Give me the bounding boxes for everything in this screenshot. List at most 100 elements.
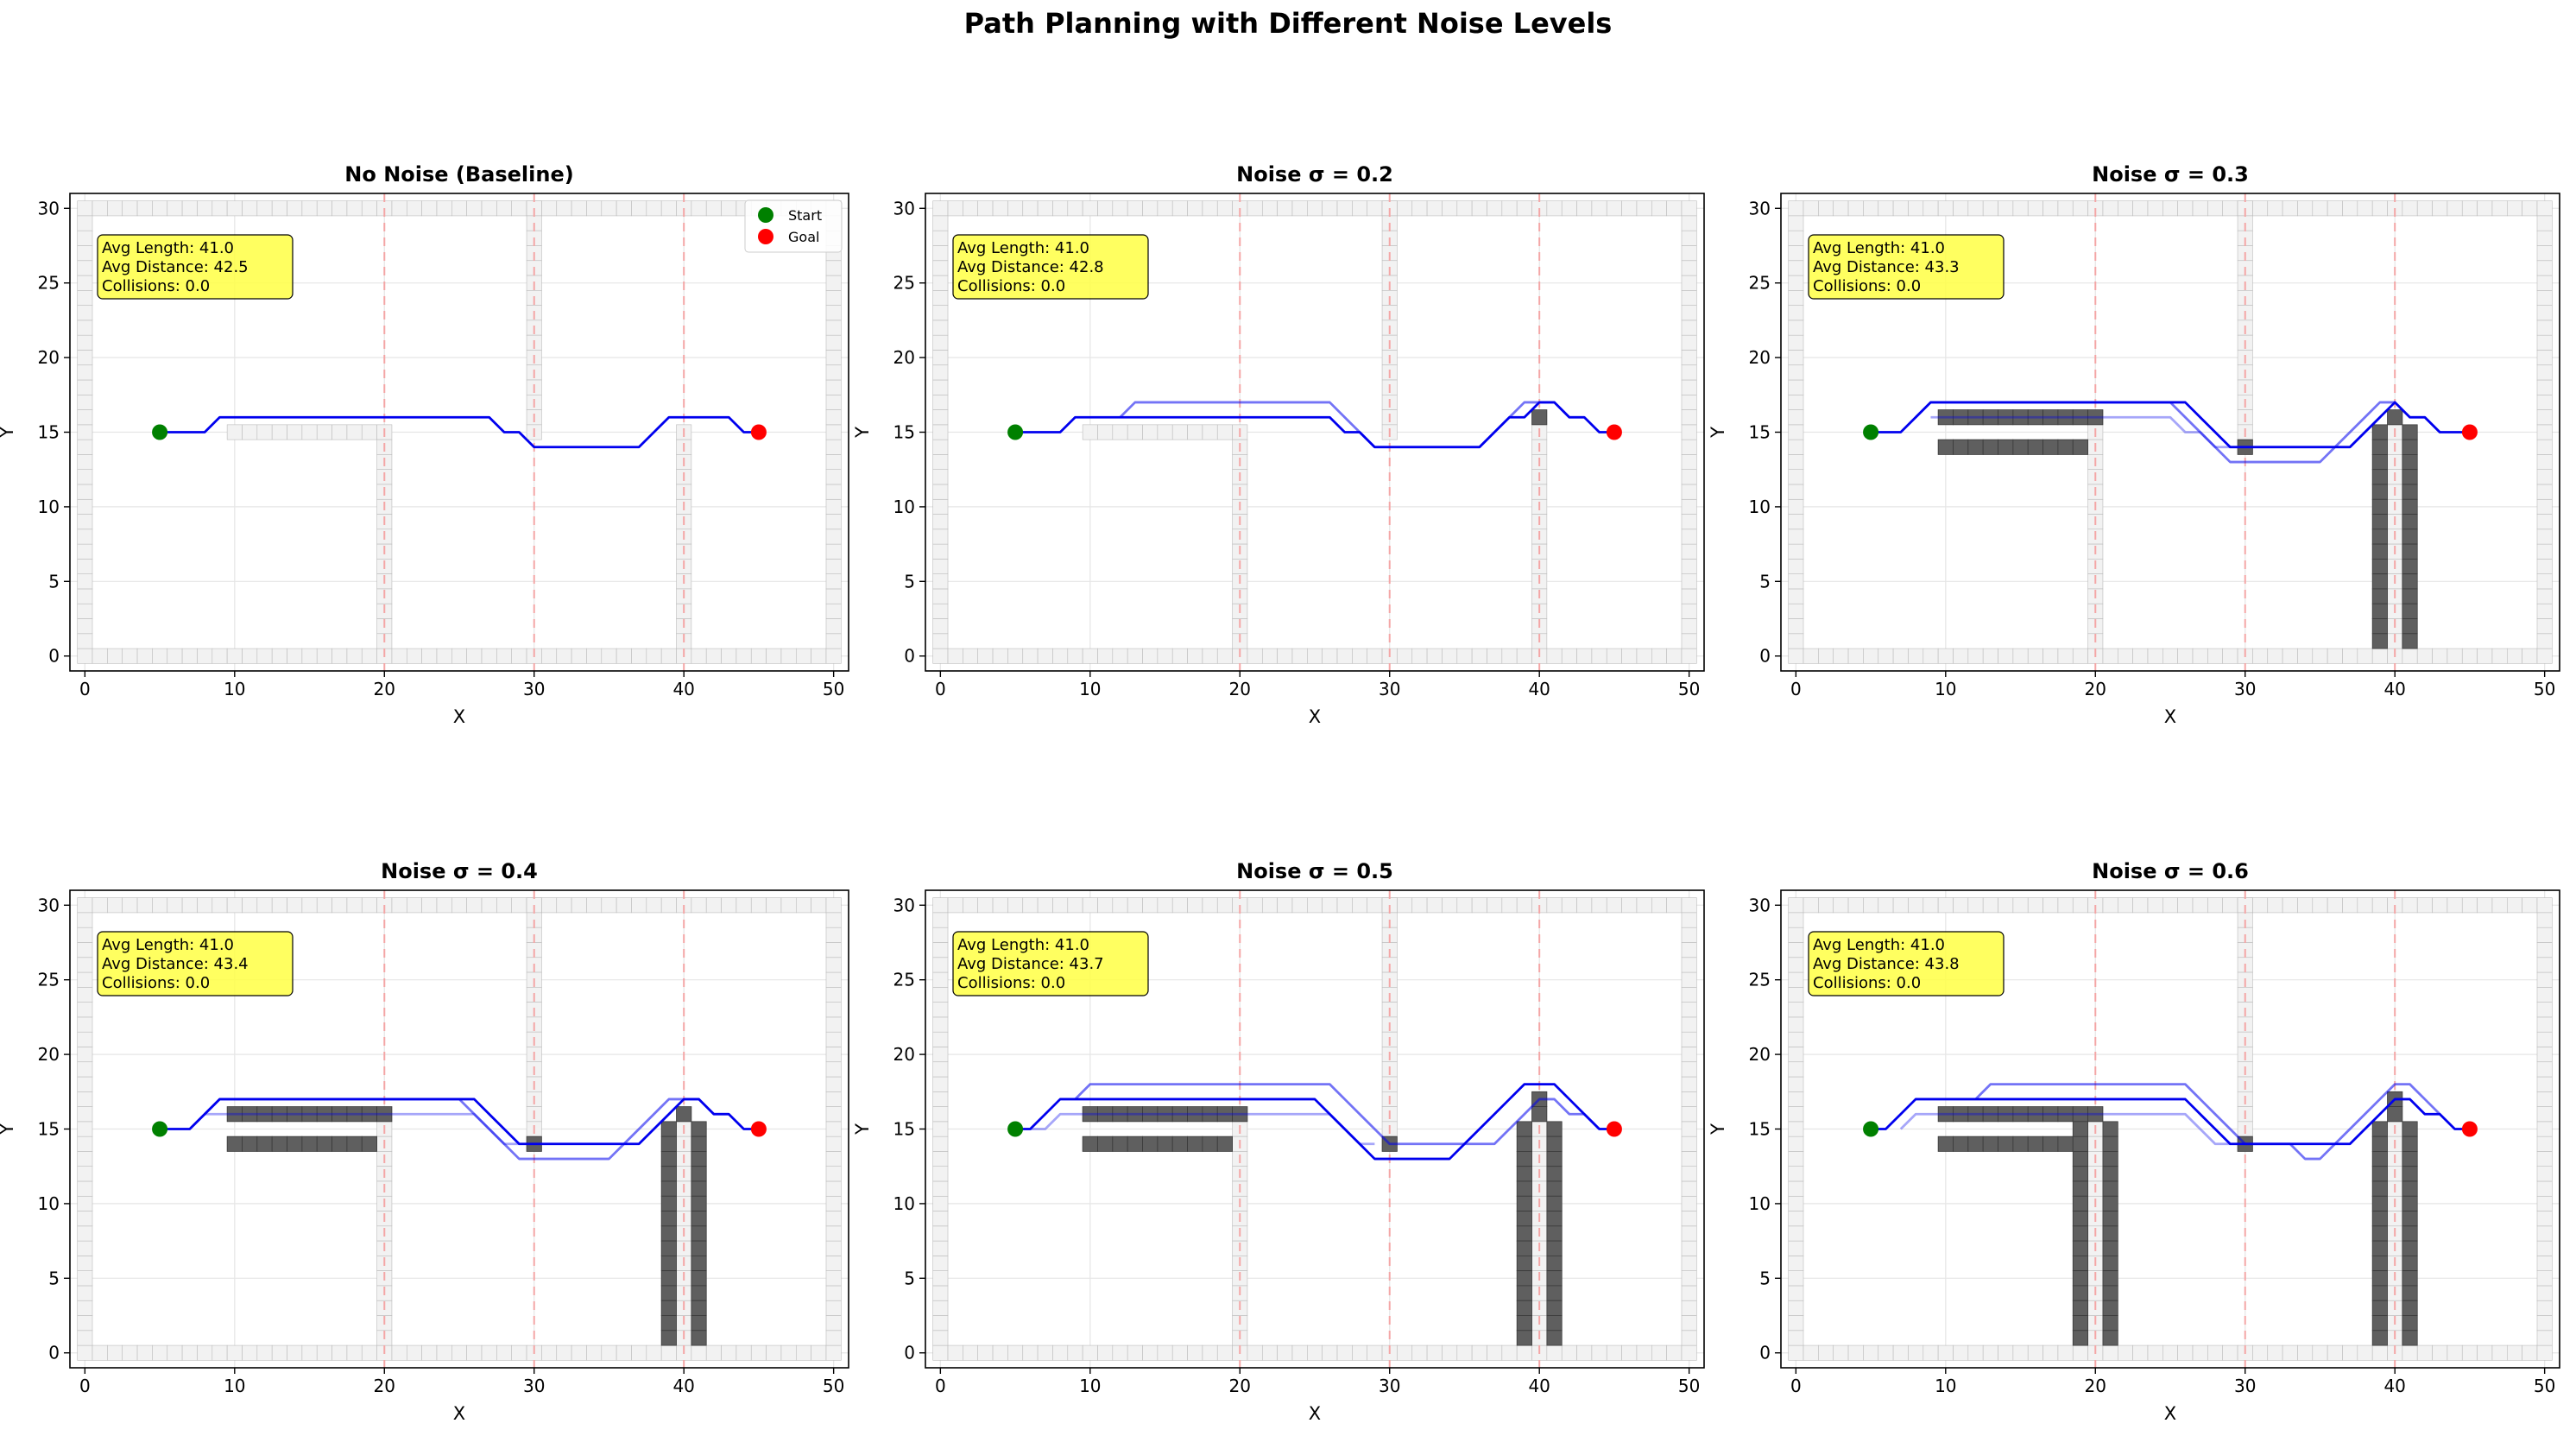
- boundary-cell: [1606, 648, 1622, 664]
- boundary-cell: [2252, 897, 2269, 914]
- boundary-cell: [167, 200, 183, 217]
- boundary-cell: [1651, 200, 1667, 217]
- boundary-cell: [1788, 971, 1804, 988]
- x-tick-label: 50: [823, 1376, 844, 1396]
- boundary-cell: [92, 1344, 108, 1361]
- boundary-cell: [1681, 1225, 1697, 1242]
- boundary-cell: [646, 200, 662, 217]
- obstacle-dark-cell: [1546, 1151, 1563, 1167]
- boundary-cell: [932, 275, 949, 291]
- path-series-1: [160, 415, 759, 449]
- boundary-cell: [1803, 648, 1819, 664]
- boundary-cell: [1908, 1344, 1924, 1361]
- boundary-cell: [77, 350, 93, 366]
- obstacle-dark-cell: [660, 1121, 677, 1137]
- boundary-cell: [2477, 897, 2493, 914]
- boundary-cell: [1788, 409, 1804, 426]
- boundary-cell: [1007, 200, 1024, 217]
- boundary-cell: [932, 528, 949, 545]
- boundary-cell: [77, 1151, 93, 1167]
- boundary-cell: [1367, 648, 1383, 664]
- boundary-cell: [2342, 200, 2358, 217]
- boundary-cell: [1576, 1344, 1593, 1361]
- obstacle-dark-cell: [2102, 1255, 2118, 1272]
- boundary-cell: [1788, 1061, 1804, 1078]
- boundary-cell: [616, 1344, 632, 1361]
- boundary-cell: [932, 1285, 949, 1301]
- boundary-cell: [361, 648, 377, 664]
- obstacle-dark-cell: [1546, 1315, 1563, 1332]
- boundary-cell: [2536, 1330, 2553, 1346]
- boundary-cell: [1216, 648, 1233, 664]
- boundary-cell: [1892, 200, 1909, 217]
- boundary-cell: [1788, 484, 1804, 500]
- boundary-cell: [825, 1285, 842, 1301]
- y-tick-label: 20: [1749, 347, 1771, 368]
- boundary-cell: [705, 648, 722, 664]
- boundary-cell: [1788, 424, 1804, 440]
- obstacle-light-cell: [1157, 424, 1173, 440]
- y-axis-label: Y: [1708, 1123, 1728, 1136]
- subplot-6: 0 10 20 30 40 50 0 5 10 15 20 25 30 Noise σ = 0.6 X Y Av…: [1708, 859, 2560, 1424]
- boundary-cell: [2491, 897, 2508, 914]
- boundary-cell: [660, 648, 677, 664]
- boundary-cell: [1367, 897, 1383, 914]
- subplot-title: Noise σ = 0.4: [381, 859, 538, 883]
- boundary-cell: [92, 200, 108, 217]
- boundary-cell: [1621, 648, 1638, 664]
- obstacle-light-cell: [1112, 424, 1128, 440]
- obstacle-dark-cell: [346, 1136, 363, 1152]
- boundary-cell: [825, 942, 842, 958]
- path-series-3: [1899, 1112, 2231, 1146]
- subplot-title: Noise σ = 0.6: [2092, 859, 2249, 883]
- obstacle-dark-cell: [1232, 1106, 1248, 1123]
- boundary-cell: [2282, 200, 2298, 217]
- boundary-cell: [1788, 1195, 1804, 1211]
- boundary-cell: [2192, 1344, 2208, 1361]
- boundary-cell: [1142, 897, 1159, 914]
- boundary-cell: [77, 424, 93, 440]
- obstacle-light-cell: [1171, 424, 1188, 440]
- obstacle-dark-cell: [2072, 1151, 2088, 1167]
- boundary-cell: [1681, 409, 1697, 426]
- boundary-cell: [1788, 1240, 1804, 1256]
- boundary-cell: [2536, 648, 2553, 664]
- boundary-cell: [1651, 648, 1667, 664]
- x-tick-label: 0: [1790, 679, 1802, 699]
- x-tick-label: 30: [1379, 679, 1400, 699]
- boundary-cell: [2536, 498, 2553, 515]
- boundary-cell: [511, 200, 527, 217]
- boundary-cell: [2432, 897, 2448, 914]
- subplot-title: Noise σ = 0.3: [2092, 162, 2249, 187]
- boundary-cell: [77, 618, 93, 635]
- obstacle-dark-cell: [287, 1136, 303, 1152]
- boundary-cell: [77, 305, 93, 321]
- boundary-cell: [1097, 1344, 1114, 1361]
- boundary-cell: [197, 897, 213, 914]
- boundary-cell: [1516, 897, 1532, 914]
- boundary-cell: [1878, 200, 1894, 217]
- obstacle-dark-cell: [2087, 409, 2104, 426]
- boundary-cell: [825, 987, 842, 1003]
- boundary-cell: [77, 290, 93, 306]
- boundary-cell: [1097, 897, 1114, 914]
- boundary-cell: [1982, 897, 1998, 914]
- boundary-cell: [660, 200, 677, 217]
- boundary-cell: [932, 603, 949, 619]
- obstacle-dark-cell: [691, 1255, 707, 1272]
- boundary-cell: [77, 1076, 93, 1092]
- boundary-cell: [421, 897, 438, 914]
- boundary-cell: [1681, 305, 1697, 321]
- y-tick-label: 10: [893, 1193, 915, 1214]
- boundary-cell: [2447, 648, 2463, 664]
- boundary-cell: [496, 1344, 513, 1361]
- boundary-cell: [197, 200, 213, 217]
- boundary-cell: [2522, 897, 2538, 914]
- boundary-cell: [1487, 648, 1503, 664]
- boundary-cell: [226, 200, 243, 217]
- obstacle-dark-cell: [691, 1300, 707, 1316]
- boundary-cell: [825, 394, 842, 410]
- boundary-cell: [451, 200, 467, 217]
- boundary-cell: [301, 897, 318, 914]
- boundary-cell: [825, 971, 842, 988]
